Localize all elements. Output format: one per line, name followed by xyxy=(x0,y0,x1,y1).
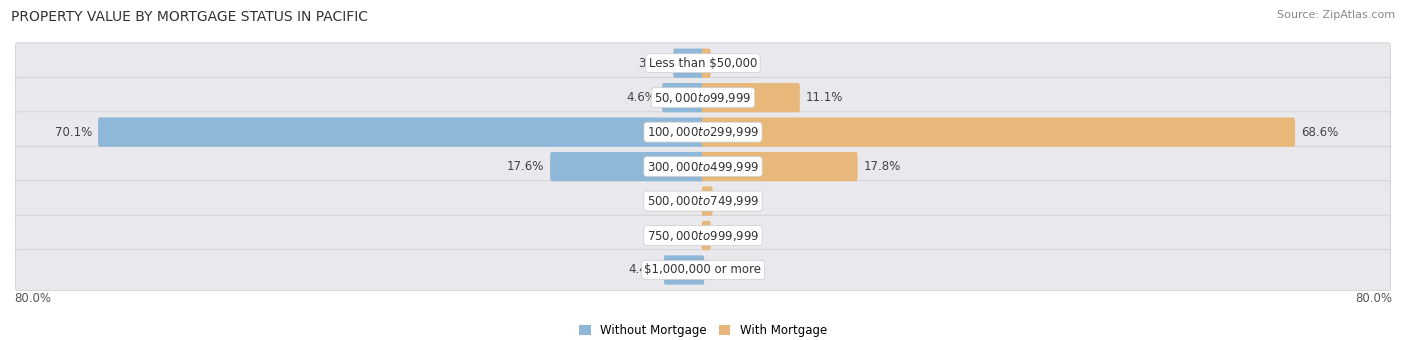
FancyBboxPatch shape xyxy=(98,118,704,147)
FancyBboxPatch shape xyxy=(15,77,1391,118)
FancyBboxPatch shape xyxy=(15,181,1391,221)
Text: $500,000 to $749,999: $500,000 to $749,999 xyxy=(647,194,759,208)
Text: 3.3%: 3.3% xyxy=(638,57,668,70)
Text: 0.98%: 0.98% xyxy=(718,194,755,207)
Text: 80.0%: 80.0% xyxy=(1355,292,1392,305)
Text: Less than $50,000: Less than $50,000 xyxy=(648,57,758,70)
Text: $750,000 to $999,999: $750,000 to $999,999 xyxy=(647,228,759,242)
Text: 0.0%: 0.0% xyxy=(666,229,696,242)
Text: 80.0%: 80.0% xyxy=(14,292,51,305)
Text: 0.75%: 0.75% xyxy=(716,57,754,70)
FancyBboxPatch shape xyxy=(702,221,711,250)
FancyBboxPatch shape xyxy=(15,215,1391,256)
Text: 17.8%: 17.8% xyxy=(863,160,900,173)
Text: 0.0%: 0.0% xyxy=(710,264,740,276)
FancyBboxPatch shape xyxy=(15,43,1391,84)
FancyBboxPatch shape xyxy=(662,83,704,112)
FancyBboxPatch shape xyxy=(15,112,1391,152)
Text: 17.6%: 17.6% xyxy=(508,160,544,173)
FancyBboxPatch shape xyxy=(673,49,704,78)
Text: 68.6%: 68.6% xyxy=(1301,126,1339,139)
FancyBboxPatch shape xyxy=(702,118,1295,147)
Text: Source: ZipAtlas.com: Source: ZipAtlas.com xyxy=(1277,10,1395,20)
FancyBboxPatch shape xyxy=(702,152,858,181)
Legend: Without Mortgage, With Mortgage: Without Mortgage, With Mortgage xyxy=(574,319,832,340)
FancyBboxPatch shape xyxy=(702,186,713,216)
FancyBboxPatch shape xyxy=(550,152,704,181)
FancyBboxPatch shape xyxy=(15,146,1391,187)
Text: PROPERTY VALUE BY MORTGAGE STATUS IN PACIFIC: PROPERTY VALUE BY MORTGAGE STATUS IN PAC… xyxy=(11,10,368,24)
Text: $300,000 to $499,999: $300,000 to $499,999 xyxy=(647,159,759,174)
FancyBboxPatch shape xyxy=(702,49,711,78)
Text: 4.6%: 4.6% xyxy=(627,91,657,104)
Text: $50,000 to $99,999: $50,000 to $99,999 xyxy=(654,91,752,105)
FancyBboxPatch shape xyxy=(664,255,704,285)
Text: $100,000 to $299,999: $100,000 to $299,999 xyxy=(647,125,759,139)
Text: 4.4%: 4.4% xyxy=(628,264,658,276)
Text: 70.1%: 70.1% xyxy=(55,126,93,139)
Text: 11.1%: 11.1% xyxy=(806,91,842,104)
Text: 0.75%: 0.75% xyxy=(716,229,754,242)
Text: $1,000,000 or more: $1,000,000 or more xyxy=(644,264,762,276)
FancyBboxPatch shape xyxy=(702,83,800,112)
FancyBboxPatch shape xyxy=(15,250,1391,290)
Text: 0.0%: 0.0% xyxy=(666,194,696,207)
